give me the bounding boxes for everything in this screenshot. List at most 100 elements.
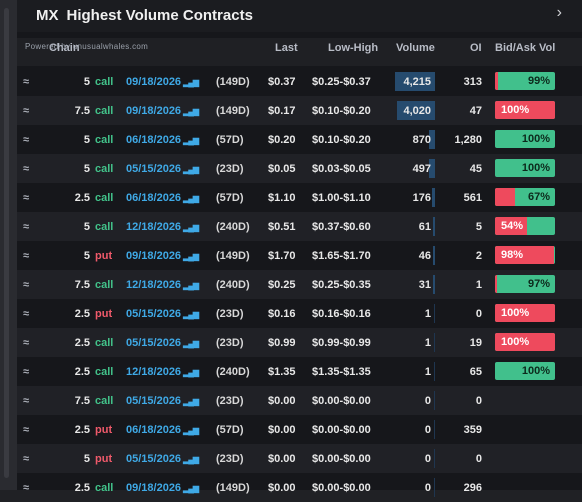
table-row[interactable]: ≈5 put 09/18/2026 ▂▄▆ (149D) $1.70 $1.65-$1.70…	[17, 241, 582, 270]
waves-icon[interactable]: ≈	[23, 453, 30, 465]
volume-bar	[396, 101, 435, 120]
chevron-right-icon[interactable]: ›	[556, 4, 562, 21]
waves-icon[interactable]: ≈	[23, 134, 30, 146]
expiry-date-link[interactable]: 12/18/2026 ▂▄▆	[126, 366, 199, 378]
mini-chart-icon[interactable]: ▂▄▆	[183, 426, 199, 435]
mini-chart-icon[interactable]: ▂▄▆	[183, 281, 199, 290]
expiry-date-link[interactable]: 05/15/2026 ▂▄▆	[126, 337, 199, 349]
open-interest: 0	[475, 453, 482, 465]
table-row[interactable]: ≈2.5 put 06/18/2026 ▂▄▆ (57D) $0.00 $0.00-$0.0…	[17, 415, 582, 444]
waves-icon[interactable]: ≈	[23, 221, 30, 233]
last-price: $0.25	[268, 279, 296, 291]
expiry-date-link[interactable]: 06/18/2026 ▂▄▆	[126, 424, 199, 436]
waves-icon[interactable]: ≈	[23, 424, 30, 436]
expiry-date-link[interactable]: 06/18/2026 ▂▄▆	[126, 134, 199, 146]
expiry-date[interactable]: 05/15/2026	[126, 395, 182, 407]
expiry-date-link[interactable]: 05/15/2026 ▂▄▆	[126, 395, 199, 407]
expiry-date-link[interactable]: 09/18/2026 ▂▄▆	[126, 482, 199, 494]
col-low-high[interactable]: Low-High	[328, 42, 379, 54]
waves-icon[interactable]: ≈	[23, 279, 30, 291]
expiry-date[interactable]: 05/15/2026	[126, 308, 182, 320]
col-chain[interactable]: Chain	[49, 42, 80, 54]
table-row[interactable]: ≈7.5 call 05/15/2026 ▂▄▆ (23D) $0.00 $0.00-$0.…	[17, 386, 582, 415]
table-row[interactable]: ≈5 call 09/18/2026 ▂▄▆ (149D) $0.37 $0.25-$0.3…	[17, 67, 582, 96]
expiry-date[interactable]: 12/18/2026	[126, 279, 182, 291]
col-bid-ask[interactable]: Bid/Ask Vol	[495, 42, 556, 54]
expiry-date[interactable]: 05/15/2026	[126, 337, 182, 349]
left-scrollbar[interactable]	[0, 0, 17, 490]
mini-chart-icon[interactable]: ▂▄▆	[183, 397, 199, 406]
waves-icon[interactable]: ≈	[23, 250, 30, 262]
table-row[interactable]: ≈5 call 12/18/2026 ▂▄▆ (240D) $0.51 $0.37-$0.6…	[17, 212, 582, 241]
mini-chart-icon[interactable]: ▂▄▆	[183, 339, 199, 348]
volume-value: 0	[424, 424, 431, 436]
expiry-date[interactable]: 12/18/2026	[126, 221, 182, 233]
mini-chart-icon[interactable]: ▂▄▆	[183, 107, 199, 116]
expiry-date-link[interactable]: 12/18/2026 ▂▄▆	[126, 221, 199, 233]
waves-icon[interactable]: ≈	[23, 76, 30, 88]
waves-icon[interactable]: ≈	[23, 395, 30, 407]
powered-by-text[interactable]: Powered by unusualwhales.com	[25, 42, 149, 51]
table-row[interactable]: ≈7.5 call 09/18/2026 ▂▄▆ (149D) $0.17 $0.10-$0…	[17, 96, 582, 125]
expiry-date-link[interactable]: 05/15/2026 ▂▄▆	[126, 163, 199, 175]
table-row[interactable]: ≈5 call 05/15/2026 ▂▄▆ (23D) $0.05 $0.03-$0.05…	[17, 154, 582, 183]
table-row[interactable]: ≈5 put 05/15/2026 ▂▄▆ (23D) $0.00 $0.00-$0.00 0…	[17, 444, 582, 473]
table-row[interactable]: ≈2.5 call 06/18/2026 ▂▄▆ (57D) $1.10 $1.00-$1.…	[17, 183, 582, 212]
volume-cell: 497	[395, 159, 435, 178]
col-last[interactable]: Last	[275, 42, 298, 54]
low-high-range: $1.00-$1.10	[312, 192, 371, 204]
volume-cell: 0	[395, 391, 435, 410]
mini-chart-icon[interactable]: ▂▄▆	[183, 484, 199, 493]
expiry-date[interactable]: 05/15/2026	[126, 453, 182, 465]
expiry-date-link[interactable]: 09/18/2026 ▂▄▆	[126, 250, 199, 262]
mini-chart-icon[interactable]: ▂▄▆	[183, 252, 199, 261]
table-row[interactable]: ≈5 call 06/18/2026 ▂▄▆ (57D) $0.20 $0.10-$0.20…	[17, 125, 582, 154]
expiry-date-link[interactable]: 09/18/2026 ▂▄▆	[126, 105, 199, 117]
waves-icon[interactable]: ≈	[23, 337, 30, 349]
expiry-date[interactable]: 09/18/2026	[126, 105, 182, 117]
expiry-date-link[interactable]: 09/18/2026 ▂▄▆	[126, 76, 199, 88]
expiry-date[interactable]: 06/18/2026	[126, 134, 182, 146]
volume-bar	[434, 333, 435, 352]
expiry-date[interactable]: 06/18/2026	[126, 424, 182, 436]
waves-icon[interactable]: ≈	[23, 192, 30, 204]
volume-bar	[434, 304, 435, 323]
expiry-date-link[interactable]: 12/18/2026 ▂▄▆	[126, 279, 199, 291]
waves-icon[interactable]: ≈	[23, 163, 30, 175]
mini-chart-icon[interactable]: ▂▄▆	[183, 310, 199, 319]
waves-icon[interactable]: ≈	[23, 105, 30, 117]
low-high-range: $0.25-$0.37	[312, 76, 371, 88]
table-row[interactable]: ≈2.5 call 09/18/2026 ▂▄▆ (149D) $0.00 $0.00-$0…	[17, 473, 582, 502]
days-to-expiry: (240D)	[216, 279, 250, 291]
waves-icon[interactable]: ≈	[23, 482, 30, 494]
mini-chart-icon[interactable]: ▂▄▆	[183, 165, 199, 174]
mini-chart-icon[interactable]: ▂▄▆	[183, 368, 199, 377]
table-row[interactable]: ≈2.5 call 12/18/2026 ▂▄▆ (240D) $1.35 $1.35-$1…	[17, 357, 582, 386]
low-high-range: $0.00-$0.00	[312, 453, 371, 465]
expiry-date[interactable]: 06/18/2026	[126, 192, 182, 204]
expiry-date[interactable]: 12/18/2026	[126, 366, 182, 378]
expiry-date-link[interactable]: 05/15/2026 ▂▄▆	[126, 453, 199, 465]
table-row[interactable]: ≈2.5 put 05/15/2026 ▂▄▆ (23D) $0.16 $0.16-$0.1…	[17, 299, 582, 328]
mini-chart-icon[interactable]: ▂▄▆	[183, 223, 199, 232]
mini-chart-icon[interactable]: ▂▄▆	[183, 194, 199, 203]
col-oi[interactable]: OI	[470, 42, 482, 54]
days-to-expiry: (23D)	[216, 308, 244, 320]
scrollbar-thumb[interactable]	[4, 8, 9, 478]
last-price: $1.70	[268, 250, 296, 262]
expiry-date[interactable]: 09/18/2026	[126, 250, 182, 262]
expiry-date[interactable]: 05/15/2026	[126, 163, 182, 175]
mini-chart-icon[interactable]: ▂▄▆	[183, 78, 199, 87]
col-volume[interactable]: Volume	[396, 42, 435, 54]
expiry-date-link[interactable]: 06/18/2026 ▂▄▆	[126, 192, 199, 204]
strike-price: 5	[83, 76, 90, 88]
waves-icon[interactable]: ≈	[23, 366, 30, 378]
waves-icon[interactable]: ≈	[23, 308, 30, 320]
expiry-date-link[interactable]: 05/15/2026 ▂▄▆	[126, 308, 199, 320]
table-row[interactable]: ≈2.5 call 05/15/2026 ▂▄▆ (23D) $0.99 $0.99-$0.…	[17, 328, 582, 357]
expiry-date[interactable]: 09/18/2026	[126, 76, 182, 88]
mini-chart-icon[interactable]: ▂▄▆	[183, 136, 199, 145]
mini-chart-icon[interactable]: ▂▄▆	[183, 455, 199, 464]
expiry-date[interactable]: 09/18/2026	[126, 482, 182, 494]
table-row[interactable]: ≈7.5 call 12/18/2026 ▂▄▆ (240D) $0.25 $0.25-$0…	[17, 270, 582, 299]
